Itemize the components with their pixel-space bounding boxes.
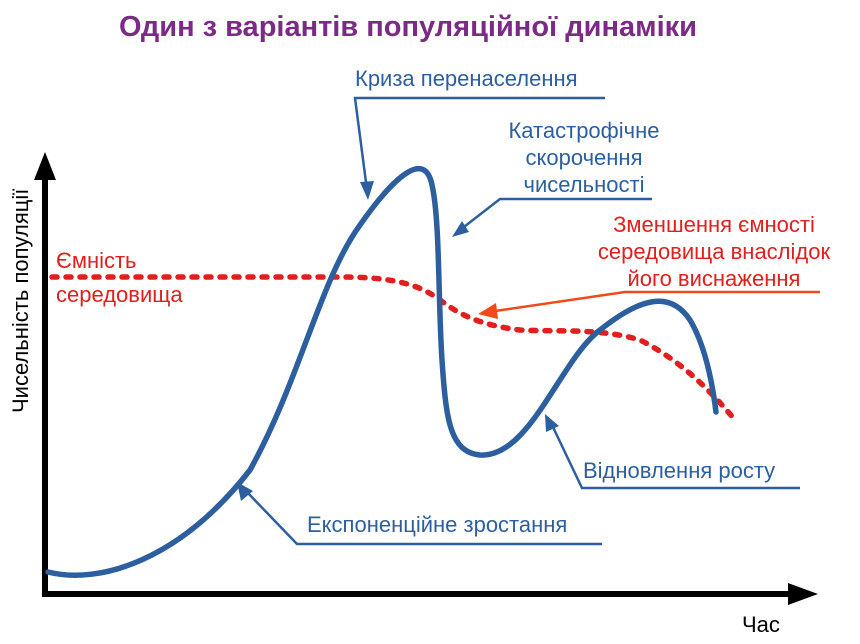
exponential-underline: [245, 490, 602, 546]
y-axis-arrowhead: [34, 152, 56, 180]
overpopulation-underline: [353, 96, 605, 191]
exponential-arrowhead: [237, 482, 253, 501]
catastrophic-label-line1: Катастрофічне: [508, 118, 659, 143]
capacity-label-line1: Ємність: [56, 248, 137, 273]
recovery-label: Відновлення росту: [583, 458, 775, 483]
overpopulation-annotation: Криза перенаселення: [353, 66, 605, 200]
x-axis-arrowhead: [788, 583, 818, 605]
carrying-capacity-line: [49, 274, 738, 423]
y-axis-label: Чисельність популяції: [8, 189, 33, 413]
exponential-label: Експоненційне зростання: [307, 512, 567, 537]
capacity-label-line2: середовища: [56, 282, 183, 307]
catastrophic-label-line2: скорочення: [525, 145, 642, 170]
population-curve: [45, 165, 719, 578]
catastrophic-label-line3: чисельності: [524, 172, 645, 197]
exponential-annotation: Експоненційне зростання: [237, 482, 602, 546]
capacity-decrease-line2: середовища внаслідок: [598, 239, 831, 264]
overpopulation-arrowhead: [360, 181, 374, 200]
recovery-arrowhead: [545, 414, 559, 432]
catastrophic-underline: [459, 197, 652, 231]
capacity-decrease-line3: його виснаження: [628, 266, 801, 291]
diagram-title: Один з варіантів популяційної динаміки: [119, 11, 697, 43]
recovery-annotation: Відновлення росту: [545, 414, 800, 490]
overpopulation-label: Криза перенаселення: [355, 66, 578, 91]
axes: [34, 152, 818, 605]
catastrophic-arrowhead: [452, 221, 469, 237]
capacity-decrease-annotation: Зменшення ємності середовища внаслідок й…: [478, 212, 830, 319]
x-axis-label: Час: [742, 612, 780, 637]
capacity-decrease-line1: Зменшення ємності: [613, 212, 815, 237]
capacity-decrease-underline: [494, 290, 820, 313]
recovery-underline: [550, 424, 800, 490]
catastrophic-annotation: Катастрофічне скорочення чисельності: [452, 118, 660, 237]
capacity-decrease-arrowhead: [478, 303, 498, 319]
